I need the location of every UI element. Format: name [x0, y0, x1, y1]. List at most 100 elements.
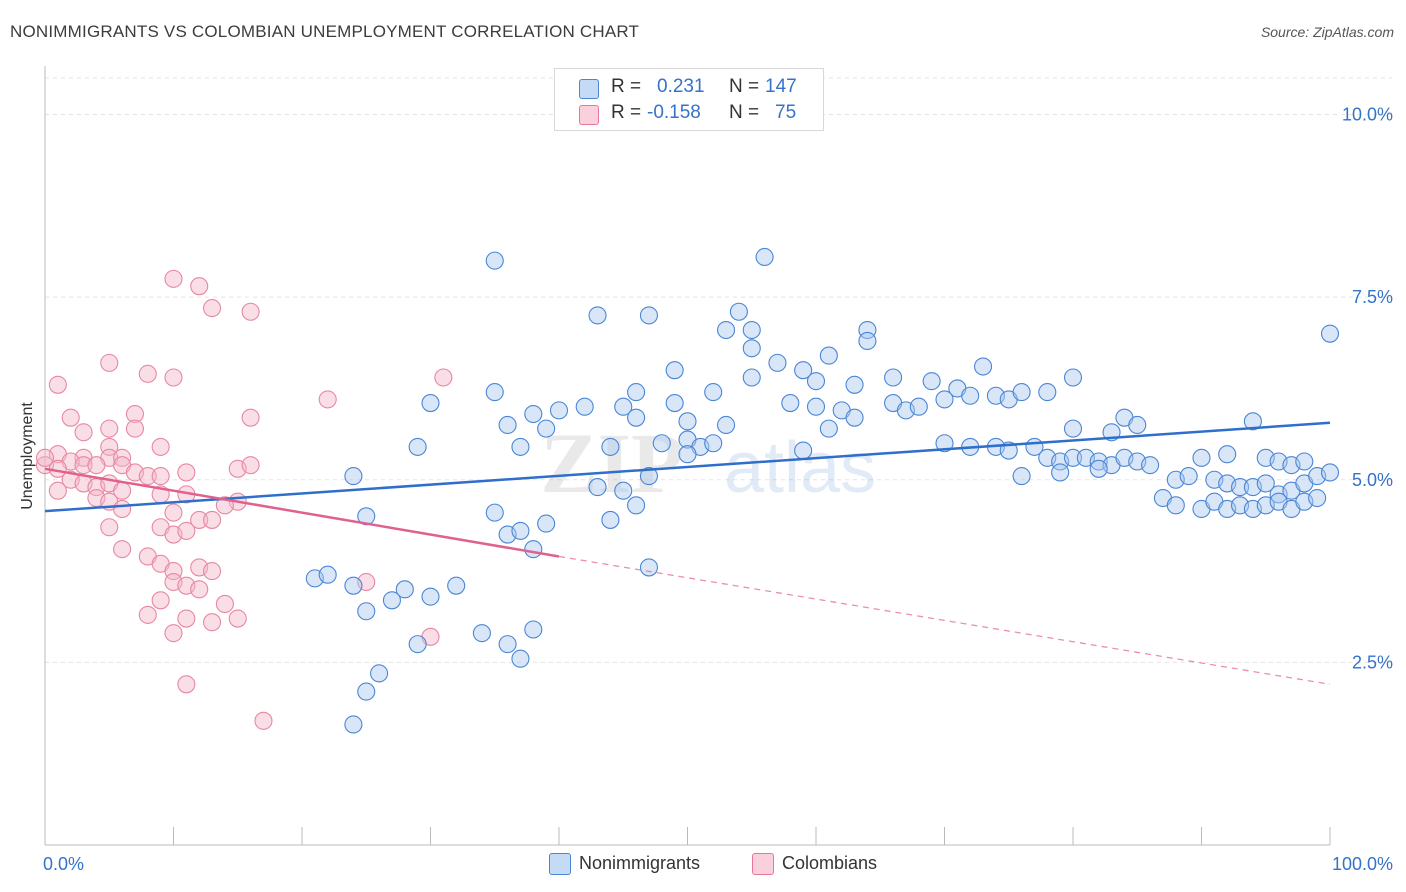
nonimmigrants-point	[627, 408, 646, 427]
nonimmigrants-point	[1038, 383, 1057, 402]
nonimmigrants-point	[858, 320, 877, 340]
colombians-point	[177, 521, 196, 540]
tick-labels: 2.5% 5.0% 7.5% 10.0% 0.0% 100.0%	[43, 105, 1393, 874]
nonimmigrants-point	[806, 372, 826, 391]
nonimmigrants-point	[472, 624, 491, 643]
colombians-point	[203, 613, 222, 632]
trend-lines	[44, 421, 1331, 685]
colombians-point	[113, 540, 132, 559]
x-tick-label: 0.0%	[43, 854, 84, 874]
nonimmigrants-point	[318, 565, 337, 584]
nonimmigrants-point	[1012, 383, 1031, 402]
nonimmigrants-point	[382, 591, 402, 610]
colombians-point	[190, 277, 209, 296]
nonimmigrants-point	[511, 437, 530, 456]
colombians-point	[164, 562, 183, 581]
colombians-point	[228, 609, 247, 628]
nonimmigrants-point	[447, 576, 466, 595]
nonimmigrants-point	[1166, 496, 1185, 515]
legend-swatch-blue	[549, 853, 571, 875]
legend-swatch-pink	[752, 853, 774, 875]
colombians-point	[190, 580, 209, 599]
nonimmigrants-point	[794, 441, 813, 460]
nonimmigrants-point	[819, 346, 838, 365]
nonimmigrants-point	[627, 496, 646, 515]
nonimmigrants-point	[524, 404, 543, 424]
nonimmigrants-point	[627, 383, 646, 402]
nonimmigrants-point	[511, 521, 530, 540]
colombians-trend-extension	[558, 555, 1331, 685]
nonimmigrants-point	[1063, 448, 1083, 467]
nonimmigrants-point	[344, 576, 363, 595]
colombians-point	[151, 467, 170, 486]
nonimmigrants-point	[1308, 488, 1327, 508]
legend-r-value: 0.231	[657, 76, 705, 97]
colombians-point	[100, 518, 119, 537]
nonimmigrants-point	[665, 361, 684, 380]
stats-legend: R = 0.231 N = 147 R = -0.158 N = 75	[554, 68, 824, 131]
colombians-point	[177, 463, 196, 482]
nonimmigrants-point	[537, 514, 556, 533]
nonimmigrants-point	[588, 306, 607, 325]
colombians-point	[318, 390, 337, 409]
nonimmigrants-point	[524, 620, 543, 639]
nonimmigrants-point	[845, 375, 864, 394]
colombians-point	[203, 299, 222, 318]
nonimmigrants-point	[884, 368, 903, 387]
gridlines	[45, 77, 1392, 663]
nonimmigrants-point	[858, 331, 877, 351]
colombians-point	[177, 675, 196, 694]
nonimmigrants-point	[935, 390, 954, 409]
colombians-point	[203, 562, 222, 581]
nonimmigrants-point	[408, 437, 427, 456]
colombians-point	[125, 404, 144, 424]
colombians-point	[113, 448, 132, 467]
colombians-point	[138, 467, 157, 486]
y-tick-label: 10.0%	[1342, 105, 1393, 125]
colombians-point	[48, 375, 67, 394]
nonimmigrants-trend-line	[44, 421, 1331, 513]
nonimmigrants-point	[1320, 463, 1340, 482]
colombians-point	[241, 456, 260, 475]
nonimmigrants-point	[370, 664, 389, 683]
nonimmigrants-point	[614, 481, 633, 500]
colombians-point	[61, 408, 80, 427]
nonimmigrants-point	[498, 415, 517, 435]
nonimmigrants-point	[742, 339, 761, 358]
legend-r-label: R =	[611, 102, 642, 123]
colombians-point	[74, 423, 93, 442]
colombians-point	[241, 408, 260, 427]
colombians-points	[35, 269, 453, 730]
nonimmigrants-point	[909, 397, 928, 416]
legend-n-label: N =	[729, 102, 760, 123]
colombians-point	[100, 353, 119, 372]
y-tick-label: 2.5%	[1352, 652, 1393, 672]
nonimmigrants-point	[485, 251, 504, 270]
y-axis-label: Unemployment	[19, 402, 36, 510]
nonimmigrants-point	[1179, 467, 1198, 486]
colombians-point	[434, 368, 453, 387]
nonimmigrants-point	[742, 368, 761, 387]
nonimmigrants-point	[652, 434, 671, 453]
nonimmigrants-point	[498, 635, 517, 654]
colombians-point	[125, 419, 144, 438]
colombians-point	[190, 510, 209, 529]
nonimmigrants-point	[485, 503, 504, 522]
nonimmigrants-point	[1063, 368, 1083, 387]
nonimmigrants-point	[935, 434, 954, 453]
colombians-point	[138, 605, 157, 624]
colombians-point	[151, 437, 170, 456]
nonimmigrants-point	[357, 682, 376, 701]
nonimmigrants-point	[1051, 463, 1070, 482]
watermark: ZIP atlas	[540, 415, 876, 511]
colombians-point	[215, 594, 234, 613]
nonimmigrants-point	[678, 412, 697, 431]
colombians-trend-line	[44, 467, 560, 558]
colombians-point	[164, 624, 183, 643]
nonimmigrants-point	[344, 467, 363, 486]
nonimmigrants-point	[716, 320, 736, 340]
nonimmigrants-point	[742, 320, 761, 340]
nonimmigrants-point	[1089, 459, 1108, 478]
nonimmigrants-point	[781, 394, 800, 413]
